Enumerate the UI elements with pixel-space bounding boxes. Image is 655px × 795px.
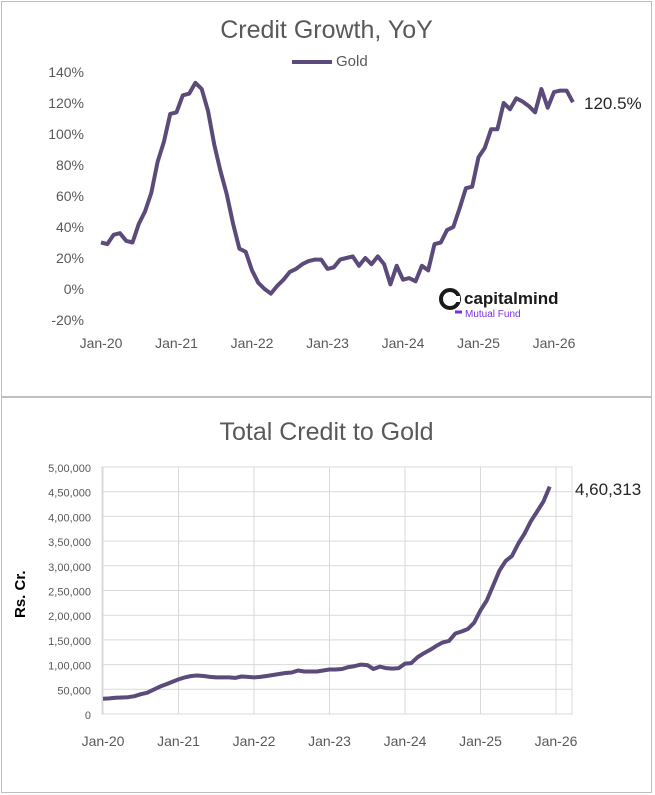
legend-swatch [292, 60, 332, 65]
series-line-gold [102, 485, 552, 701]
chart-title: Credit Growth, YoY [220, 16, 433, 44]
x-tick-label: Jan-22 [231, 335, 274, 351]
y-tick-label: 40% [56, 219, 84, 235]
y-tick-label: 4,00,000 [48, 512, 91, 524]
y-tick-label: 80% [56, 157, 84, 173]
chart-title: Total Credit to Gold [219, 418, 434, 446]
x-tick-label: Jan-24 [382, 335, 425, 351]
y-tick-label: 140% [48, 64, 84, 80]
end-value-label: 4,60,313 [575, 480, 642, 499]
y-tick-label: 100% [48, 126, 84, 142]
legend: Gold [292, 53, 368, 70]
series-line-gold [100, 80, 575, 296]
y-tick-label: 0 [85, 710, 91, 722]
total-credit-plot: 0 50,000 1,00,000 1,50,000 2,00,000 2,50,000 3… [48, 463, 578, 749]
end-value-label: 120.5% [584, 94, 642, 113]
y-tick-label: 50,000 [57, 685, 91, 697]
y-tick-label: 5,00,000 [48, 463, 91, 475]
y-tick-label: 1,50,000 [48, 636, 91, 648]
x-tick-label: Jan-21 [157, 733, 200, 749]
total-credit-chart-panel: Total Credit to Gold 0 50,000 1,00,000 1,50… [1, 397, 652, 793]
x-tick-label: Jan-26 [533, 335, 576, 351]
y-tick-label: -20% [51, 312, 84, 328]
credit-growth-plot: -20% 0% 20% 40% 60% 80% 100% 120% 140% Jan-20 Jan-… [48, 64, 576, 351]
plot-border [101, 466, 573, 715]
x-tick-label: Jan-24 [384, 733, 427, 749]
y-tick-label: 60% [56, 188, 84, 204]
x-tick-label: Jan-20 [80, 335, 123, 351]
y-axis-label: Rs. Cr. [12, 570, 29, 618]
y-tick-label: 2,50,000 [48, 587, 91, 599]
y-tick-label: 3,00,000 [48, 562, 91, 574]
y-tick-label: 20% [56, 250, 84, 266]
x-tick-label: Jan-25 [459, 733, 502, 749]
x-tick-label: Jan-25 [457, 335, 500, 351]
legend-label: Gold [336, 53, 368, 70]
y-tick-label: 0% [64, 281, 84, 297]
x-tick-label: Jan-22 [233, 733, 276, 749]
y-tick-label: 3,50,000 [48, 537, 91, 549]
y-tick-label: 4,50,000 [48, 488, 91, 500]
x-tick-label: Jan-20 [82, 733, 125, 749]
x-tick-label: Jan-23 [306, 335, 349, 351]
credit-growth-chart-panel: Credit Growth, YoY Gold -20% 0% 20% 40% 60% 8… [1, 1, 652, 397]
y-tick-label: 2,00,000 [48, 611, 91, 623]
logo-subtext: Mutual Fund [465, 309, 521, 320]
capitalmind-logo: capitalmind Mutual Fund [438, 287, 568, 328]
x-tick-label: Jan-26 [535, 733, 578, 749]
x-tick-label: Jan-21 [155, 335, 198, 351]
x-tick-label: Jan-23 [308, 733, 351, 749]
y-tick-label: 120% [48, 95, 84, 111]
y-tick-label: 1,00,000 [48, 661, 91, 673]
logo-text: capitalmind [464, 289, 558, 308]
